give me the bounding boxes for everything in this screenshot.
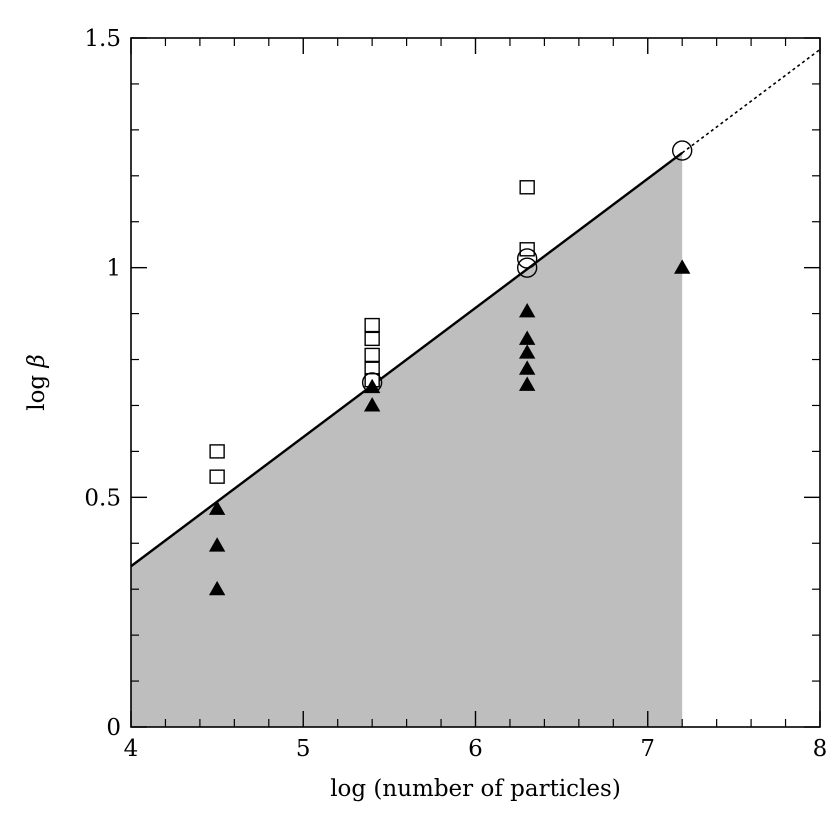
open-square-point — [364, 331, 380, 347]
filled-triangle-point — [208, 537, 226, 552]
filled-triangle-point — [208, 580, 226, 596]
filled-triangle-point — [518, 302, 536, 318]
x-tick-label: 4 — [124, 736, 139, 762]
filled-triangle-point — [518, 360, 536, 375]
extrapolated-line — [681, 48, 821, 154]
filled-triangle-point — [518, 344, 536, 359]
y-tick-label: 0.5 — [84, 485, 121, 511]
shaded-region — [131, 152, 683, 728]
fit-line-layer — [130, 48, 821, 568]
open-square-point — [519, 180, 535, 195]
filled-triangle-point — [518, 376, 536, 391]
y-axis-label-symbol: β — [24, 354, 50, 368]
open-square-point — [364, 317, 380, 333]
x-tick-label: 8 — [813, 736, 828, 762]
filled-triangle-point — [208, 500, 226, 515]
shaded-region-layer — [131, 152, 683, 728]
y-axis-label: log β — [24, 354, 50, 411]
open-square-point — [209, 469, 225, 484]
y-tick-label: 1 — [106, 256, 121, 282]
x-tick-label: 7 — [640, 736, 655, 762]
filled-triangle-point — [674, 259, 691, 274]
data-points-layer — [208, 140, 693, 596]
y-tick-label: 0 — [106, 715, 121, 741]
x-axis-label: log (number of particles) — [330, 776, 621, 802]
filled-triangle-point — [363, 397, 381, 412]
open-circle-point — [516, 248, 538, 269]
x-tick-label: 5 — [296, 736, 311, 762]
y-axis-label-prefix: log — [24, 368, 50, 411]
y-tick-label: 1.5 — [84, 26, 121, 52]
open-circle-point — [516, 257, 538, 278]
open-square-point — [364, 347, 380, 363]
open-circle-point — [672, 140, 693, 161]
axis-ticks-layer: 4 5 6 7 8 0 0.5 1 1.5 — [84, 26, 827, 762]
x-tick-label: 6 — [468, 736, 483, 762]
fit-line — [130, 151, 683, 568]
open-square-point — [209, 444, 225, 459]
filled-triangle-point — [363, 378, 381, 394]
